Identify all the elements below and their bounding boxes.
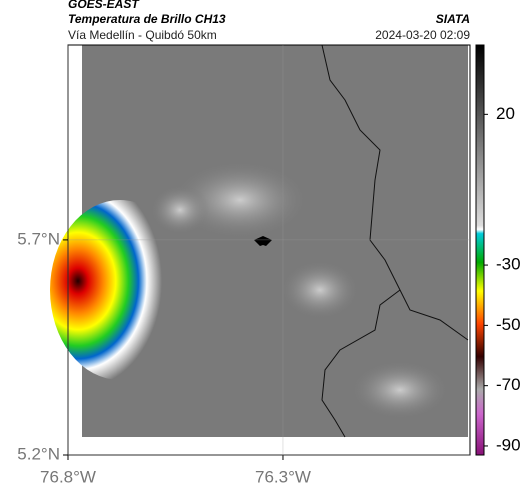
- satellite-image: [50, 44, 469, 438]
- subtitle: Vía Medellín - Quibdó 50km: [68, 28, 217, 42]
- title: Temperatura de Brillo CH13: [68, 12, 226, 26]
- x-tick-label: 76.8°W: [40, 467, 96, 486]
- colorbar-tick-label: -50: [496, 315, 521, 334]
- x-tick-label: 76.3°W: [255, 467, 311, 486]
- colorbar-tick-label: -30: [496, 255, 521, 274]
- y-tick-label: 5.2°N: [17, 444, 60, 463]
- city-marker: [254, 236, 272, 246]
- source: GOES-EAST: [68, 0, 140, 11]
- agency: SIATA: [436, 12, 470, 26]
- colorbar-tick-label: -90: [496, 435, 521, 454]
- y-tick-label: 5.7°N: [17, 229, 60, 248]
- colorbar-tick-label: -70: [496, 375, 521, 394]
- colorbar-tick-label: 20: [496, 104, 515, 123]
- colorbar: [475, 44, 485, 456]
- datetime: 2024-03-20 02:09: [375, 28, 470, 42]
